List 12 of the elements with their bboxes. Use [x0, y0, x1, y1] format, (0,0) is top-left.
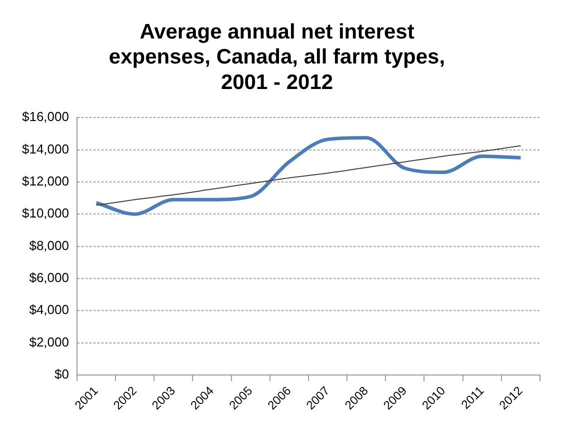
- y-tick-label: $0: [54, 366, 69, 382]
- y-tick-label: $14,000: [22, 141, 69, 156]
- line-series: [96, 145, 522, 206]
- y-tick-label: $6,000: [29, 270, 69, 286]
- chart-title: Average annual net interest expenses, Canada, all farm types, 2001 - 2012: [108, 20, 446, 94]
- y-tick-label: $4,000: [29, 302, 69, 318]
- y-tick-label: $8,000: [29, 238, 69, 253]
- line-series: [94, 136, 522, 216]
- y-tick-label: $10,000: [22, 206, 69, 221]
- y-tick-label: $2,000: [29, 334, 69, 350]
- y-tick-label: $16,000: [22, 109, 69, 124]
- y-tick-label: $12,000: [22, 174, 69, 189]
